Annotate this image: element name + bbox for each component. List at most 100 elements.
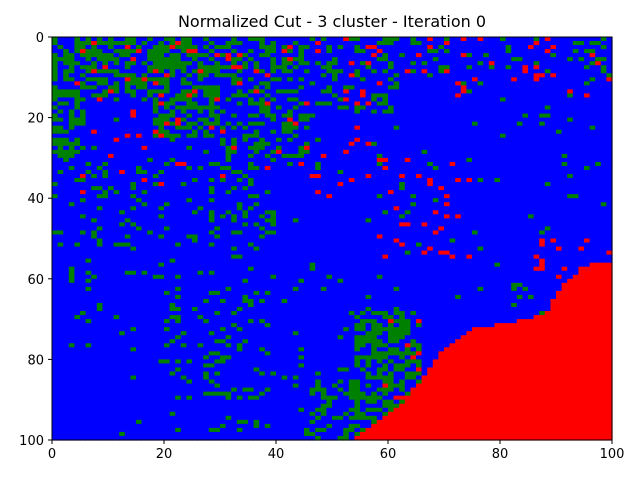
heatmap-cell [225,69,232,74]
heatmap-cell [494,157,501,163]
heatmap-cell [164,157,171,163]
heatmap-cell [572,61,579,66]
heatmap-cell [326,133,333,139]
heatmap-cell [186,41,193,46]
heatmap-cell [309,77,316,82]
heatmap-cell [483,145,490,151]
heatmap-cell [343,113,350,119]
heatmap-cell [57,182,64,187]
heatmap-cell [164,93,171,99]
heatmap-cell [511,145,518,151]
heatmap-cell [304,137,311,143]
heatmap-cell [292,182,299,187]
heatmap-cell [371,153,378,159]
heatmap-cell [320,85,327,90]
heatmap-cell [343,37,350,42]
heatmap-cell [152,45,159,50]
heatmap-cell [253,145,260,151]
heatmap-cell [208,133,215,139]
heatmap-cell [550,37,557,42]
heatmap-cell [220,97,227,103]
heatmap-cell [427,149,434,155]
heatmap-cell [248,165,255,171]
heatmap-cell [180,161,187,167]
heatmap-cell [276,194,283,199]
heatmap-cell [371,161,378,167]
heatmap-cell [52,190,59,195]
heatmap-cell [147,222,154,228]
heatmap-cell [533,190,540,195]
heatmap-cell [220,234,227,240]
heatmap-cell [388,97,395,103]
heatmap-cell [158,234,165,240]
heatmap-cell [472,169,479,175]
heatmap-cell [477,41,484,46]
heatmap-cell [169,97,176,103]
heatmap-cell [444,222,451,228]
heatmap-cell [382,121,389,127]
heatmap-cell [561,101,568,107]
heatmap-cell [404,101,411,107]
heatmap-cell [85,73,92,78]
heatmap-cell [169,133,176,139]
heatmap-cell [522,125,529,131]
heatmap-cell [309,157,316,163]
heatmap-cell [505,194,512,199]
heatmap-cell [556,37,563,42]
heatmap-cell [371,169,378,175]
heatmap-cell [460,125,467,131]
heatmap-cell [276,137,283,143]
heatmap-cell [522,57,529,62]
heatmap-cell [326,69,333,74]
heatmap-cell [343,226,350,232]
heatmap-cell [264,186,271,191]
heatmap-cell [147,137,154,143]
heatmap-cell [287,85,294,90]
heatmap-cell [494,77,501,82]
heatmap-cell [91,186,98,191]
heatmap-cell [57,41,64,46]
heatmap-cell [124,109,131,115]
heatmap-cell [416,101,423,107]
heatmap-cell [444,206,451,211]
heatmap-cell [152,149,159,155]
heatmap-cell [304,81,311,86]
heatmap-cell [500,121,507,127]
heatmap-cell [158,133,165,139]
heatmap-cell [360,117,367,123]
heatmap-cell [292,125,299,131]
heatmap-cell [365,77,372,82]
heatmap-cell [438,89,445,95]
heatmap-cell [444,37,451,42]
heatmap-cell [236,202,243,207]
heatmap-cell [444,101,451,107]
heatmap-cell [253,101,260,107]
heatmap-cell [528,117,535,123]
heatmap-cell [600,210,607,215]
heatmap-cell [242,178,249,183]
heatmap-cell [281,69,288,74]
heatmap-cell [466,161,473,167]
heatmap-cell [348,174,355,179]
heatmap-cell [544,218,551,223]
heatmap-cell [589,129,596,135]
heatmap-cell [343,206,350,211]
heatmap-cell [236,121,243,127]
heatmap-cell [567,153,574,159]
heatmap-cell [136,153,143,159]
heatmap-cell [376,149,383,155]
heatmap-cell [556,198,563,203]
heatmap-cell [589,133,596,139]
heatmap-cell [136,169,143,175]
heatmap-cell [466,125,473,131]
heatmap-cell [578,161,585,167]
heatmap-cell [500,113,507,119]
heatmap-cell [52,145,59,151]
heatmap-cell [203,157,210,163]
heatmap-cell [488,218,495,223]
heatmap-cell [595,153,602,159]
heatmap-cell [343,145,350,151]
heatmap-cell [343,65,350,70]
heatmap-cell [365,198,372,203]
heatmap-cell [259,153,266,159]
